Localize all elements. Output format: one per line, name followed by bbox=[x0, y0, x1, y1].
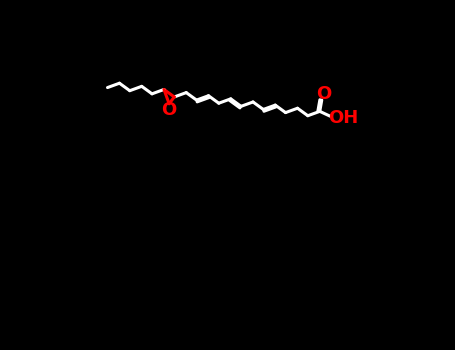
Text: OH: OH bbox=[329, 109, 359, 127]
Text: O: O bbox=[316, 85, 331, 103]
Text: O: O bbox=[162, 101, 177, 119]
